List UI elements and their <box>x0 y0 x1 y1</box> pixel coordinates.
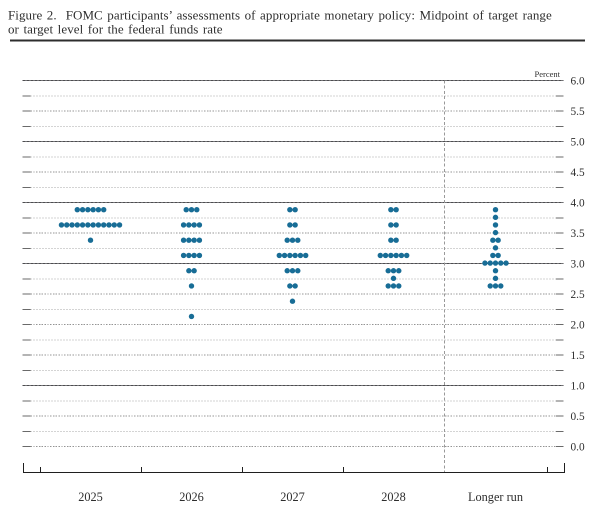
svg-text:5.0: 5.0 <box>571 136 585 148</box>
svg-text:0.0: 0.0 <box>571 441 585 453</box>
svg-text:4.0: 4.0 <box>571 197 585 209</box>
svg-text:Percent: Percent <box>535 69 561 79</box>
svg-text:2.0: 2.0 <box>571 319 585 331</box>
svg-text:2028: 2028 <box>381 490 406 504</box>
svg-text:1.5: 1.5 <box>571 350 585 362</box>
svg-text:5.5: 5.5 <box>571 106 585 118</box>
svg-text:3.5: 3.5 <box>571 228 585 240</box>
svg-text:6.0: 6.0 <box>571 75 585 87</box>
svg-text:3.0: 3.0 <box>571 258 585 270</box>
svg-text:1.0: 1.0 <box>571 380 585 392</box>
svg-text:0.5: 0.5 <box>571 411 585 423</box>
svg-text:or target level for the federa: or target level for the federal funds ra… <box>8 22 223 37</box>
svg-text:4.5: 4.5 <box>571 167 585 179</box>
svg-text:2025: 2025 <box>78 490 103 504</box>
svg-text:2027: 2027 <box>280 490 305 504</box>
svg-text:2026: 2026 <box>179 490 204 504</box>
svg-text:Figure 2. FOMC participants’: Figure 2. FOMC participants’ assessments… <box>8 8 552 23</box>
svg-text:Longer run: Longer run <box>468 490 523 504</box>
svg-text:2.5: 2.5 <box>571 289 585 301</box>
